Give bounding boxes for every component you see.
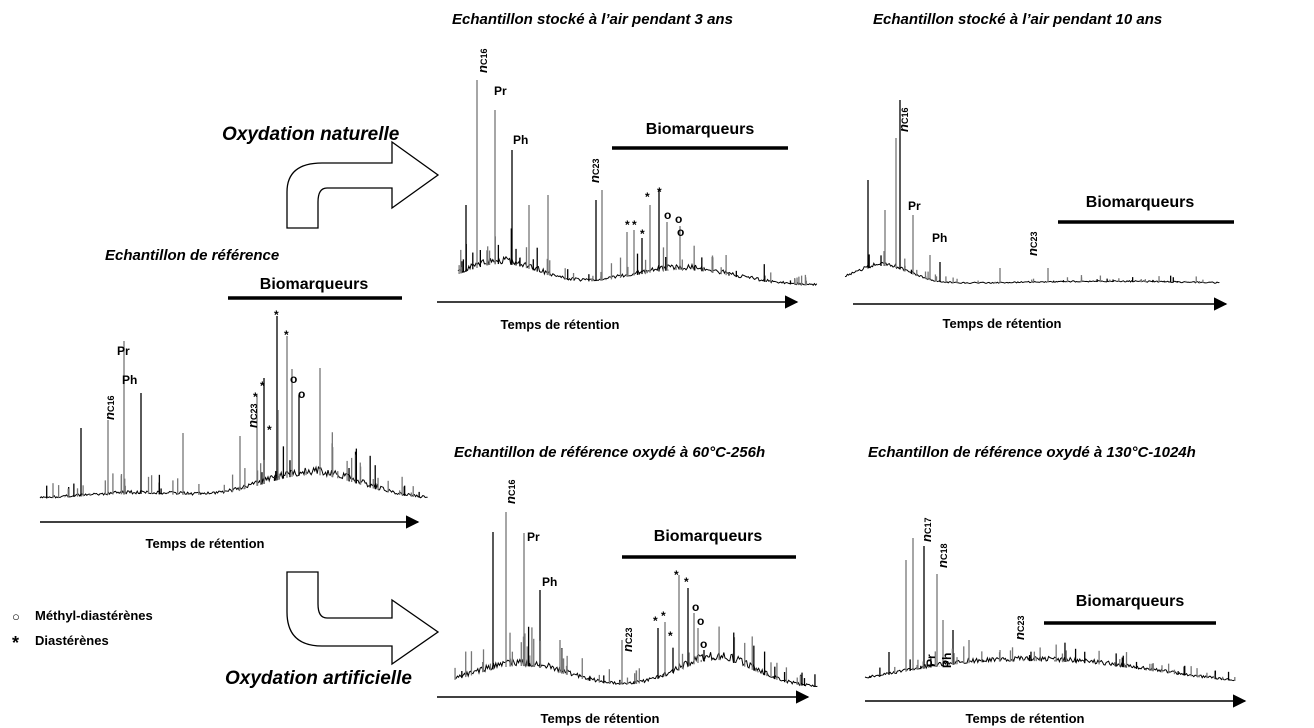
artificial-oxidation-arrow: Oxydation artificielle bbox=[225, 571, 440, 689]
star-marker: * bbox=[625, 218, 630, 232]
peak-label-ph: Ph bbox=[122, 373, 137, 387]
circle-marker: o bbox=[692, 600, 699, 614]
circle-marker: o bbox=[290, 372, 297, 386]
star-marker: * bbox=[253, 390, 258, 404]
peak-label-nc16: nC16 bbox=[896, 108, 911, 132]
star-marker: * bbox=[653, 614, 658, 628]
peak-label-pr: Pr bbox=[908, 199, 921, 213]
panel-air10-title: Echantillon stocké à l’air pendant 10 an… bbox=[873, 11, 1162, 28]
star-marker: * bbox=[632, 218, 637, 232]
chromatogram-air10 bbox=[844, 100, 1220, 285]
star-marker: * bbox=[684, 575, 689, 589]
star-marker: * bbox=[657, 185, 662, 199]
artificial-oxidation-label: Oxydation artificielle bbox=[225, 668, 412, 689]
panel-ox60-title: Echantillon de référence oxydé à 60°C-25… bbox=[454, 444, 765, 461]
star-marker: * bbox=[274, 308, 279, 322]
panel-oxidized-60c: Echantillon de référence oxydé à 60°C-25… bbox=[437, 444, 818, 726]
panel-air-10-years: Echantillon stocké à l’air pendant 10 an… bbox=[844, 11, 1234, 331]
peak-label-nc16: nC16 bbox=[503, 480, 518, 504]
peak-label-ph: Ph bbox=[542, 575, 557, 589]
peak-label-ph: Ph bbox=[940, 653, 954, 668]
circle-marker: o bbox=[675, 212, 682, 226]
retention-axis-label: Temps de rétention bbox=[541, 711, 660, 726]
star-marker: * bbox=[645, 190, 650, 204]
star-marker: * bbox=[267, 423, 272, 437]
biomarker-label: Biomarqueurs bbox=[260, 276, 369, 293]
legend: ○ Méthyl-diastérènes * Diastérènes bbox=[12, 608, 153, 653]
circle-marker: o bbox=[677, 225, 684, 239]
chromatogram-ox60 bbox=[454, 512, 818, 688]
peak-label-pr: Pr bbox=[117, 344, 130, 358]
panel-air3-title: Echantillon stocké à l’air pendant 3 ans bbox=[452, 11, 733, 28]
circle-marker: o bbox=[664, 208, 671, 222]
panel-reference-title: Echantillon de référence bbox=[105, 247, 279, 264]
biomarker-label: Biomarqueurs bbox=[1086, 194, 1195, 211]
marker-group: * * * * * o o bbox=[253, 308, 305, 437]
peak-label-nc23: nC23 bbox=[1025, 232, 1040, 256]
chromatogram-trace bbox=[39, 465, 428, 499]
star-marker: * bbox=[668, 629, 673, 643]
peak-label-nc23: nC23 bbox=[245, 404, 260, 428]
natural-oxidation-arrow: Oxydation naturelle bbox=[222, 124, 440, 229]
peak-label-pr: Pr bbox=[527, 530, 540, 544]
peak-label-nc23: nC23 bbox=[620, 628, 635, 652]
panel-oxidized-130c: Echantillon de référence oxydé à 130°C-1… bbox=[864, 444, 1247, 726]
peak-label-nc23: nC23 bbox=[1012, 616, 1027, 640]
retention-axis-label: Temps de rétention bbox=[943, 316, 1062, 331]
marker-group: * * * * * o o o bbox=[625, 185, 684, 241]
circle-marker: o bbox=[697, 614, 704, 628]
chromatogram-ox130 bbox=[864, 538, 1236, 682]
peak-label-ph: Ph bbox=[932, 231, 947, 245]
natural-oxidation-label: Oxydation naturelle bbox=[222, 124, 400, 145]
star-marker: * bbox=[661, 609, 666, 623]
chromatogram-reference bbox=[39, 316, 428, 499]
peak-label-nc23: nC23 bbox=[587, 159, 602, 183]
star-marker: * bbox=[674, 568, 679, 582]
retention-axis-label: Temps de rétention bbox=[146, 536, 265, 551]
peak-label-nc18: nC18 bbox=[935, 544, 950, 568]
peak-label-pr: Pr bbox=[494, 84, 507, 98]
peak-label-nc16: nC16 bbox=[475, 49, 490, 73]
peak-label-ph: Ph bbox=[513, 133, 528, 147]
star-marker: * bbox=[640, 227, 645, 241]
peak-label-nc16: nC16 bbox=[102, 396, 117, 420]
chromatogram-air3 bbox=[457, 80, 818, 286]
marker-group: * * * * * o o o bbox=[653, 568, 707, 651]
star-marker: * bbox=[284, 328, 289, 342]
biomarker-label: Biomarqueurs bbox=[654, 528, 763, 545]
star-marker: * bbox=[260, 379, 265, 393]
peak-label-nc17: nC17 bbox=[919, 518, 934, 542]
biomarker-label: Biomarqueurs bbox=[646, 121, 755, 138]
retention-axis-label: Temps de rétention bbox=[501, 317, 620, 332]
panel-ox130-title: Echantillon de référence oxydé à 130°C-1… bbox=[868, 444, 1196, 461]
circle-marker: o bbox=[298, 387, 305, 401]
biomarker-label: Biomarqueurs bbox=[1076, 593, 1185, 610]
legend-circle-symbol: ○ bbox=[12, 609, 20, 624]
circle-marker: o bbox=[700, 637, 707, 651]
legend-circle-label: Méthyl-diastérènes bbox=[35, 608, 153, 623]
legend-star-label: Diastérènes bbox=[35, 633, 109, 648]
chromatogram-trace bbox=[864, 654, 1235, 682]
retention-axis-label: Temps de rétention bbox=[966, 711, 1085, 726]
panel-reference: Echantillon de référence Biomarqueurs Te… bbox=[39, 247, 428, 551]
panel-air-3-years: Echantillon stocké à l’air pendant 3 ans… bbox=[437, 11, 818, 332]
peak-label-pr: Pr bbox=[924, 654, 938, 667]
legend-star-symbol: * bbox=[12, 633, 19, 653]
